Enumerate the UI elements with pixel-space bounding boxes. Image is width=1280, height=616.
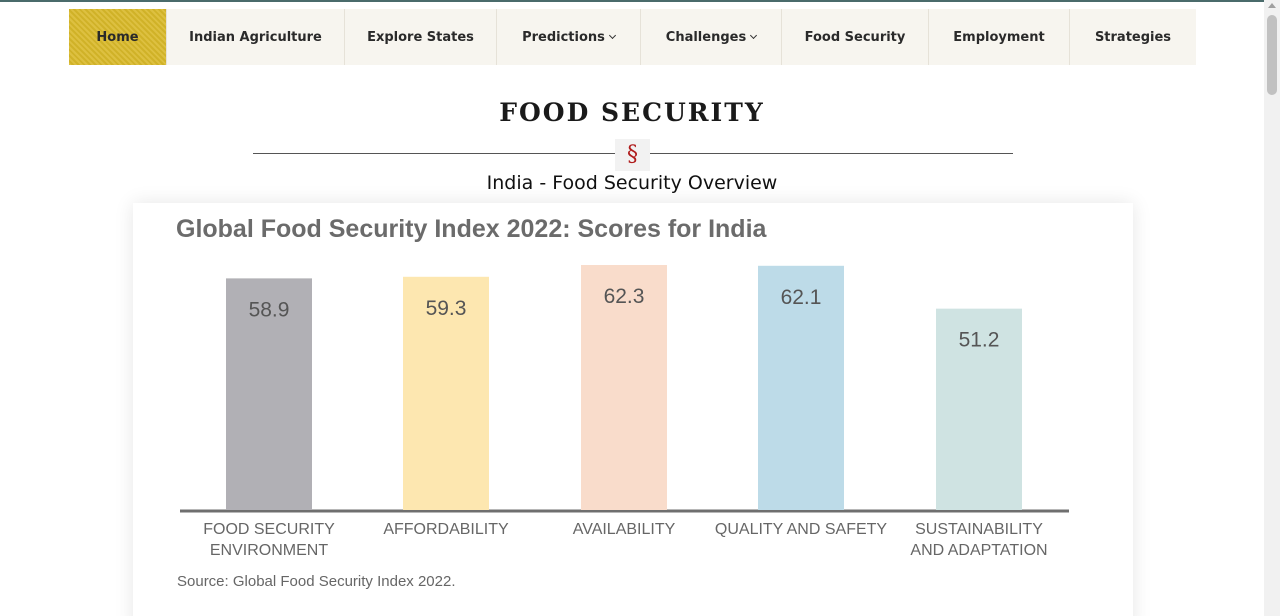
chart-category-label: AVAILABILITY — [573, 521, 676, 538]
chart-category-label: AND ADAPTATION — [910, 542, 1047, 559]
nav-employment[interactable]: Employment — [929, 9, 1070, 65]
nav-food-security-label: Food Security — [804, 29, 906, 45]
nav-indian-agriculture-label: Indian Agriculture — [189, 29, 322, 45]
nav-food-security[interactable]: Food Security — [782, 9, 929, 65]
nav-strategies-label: Strategies — [1094, 29, 1172, 45]
chart-category-label: QUALITY AND SAFETY — [715, 521, 888, 538]
page-title: FOOD SECURITY — [499, 98, 765, 127]
chart-source-note: Source: Global Food Security Index 2022. — [177, 573, 456, 590]
scroll-thumb[interactable] — [1267, 15, 1277, 95]
nav-home[interactable]: Home — [69, 9, 167, 65]
title-divider-left — [253, 153, 615, 154]
section-subtitle: India - Food Security Overview — [486, 172, 778, 194]
chart-value-label: 51.2 — [959, 329, 1000, 352]
chart-bar — [581, 265, 667, 510]
chart-title: Global Food Security Index 2022: Scores … — [176, 215, 768, 243]
nav-employment-label: Employment — [953, 29, 1045, 45]
chart-bar — [403, 276, 489, 510]
chart-value-label: 59.3 — [426, 297, 467, 320]
chevron-down-icon — [608, 31, 616, 39]
nav-predictions[interactable]: Predictions — [497, 9, 641, 65]
nav-explore-states-label: Explore States — [367, 29, 474, 45]
nav-challenges-label: Challenges — [665, 29, 747, 45]
chart-card: Global Food Security Index 2022: Scores … — [133, 203, 1133, 616]
chart-category-label: SUSTAINABILITY — [915, 521, 1043, 538]
nav-predictions-label: Predictions — [522, 29, 605, 45]
title-divider-right — [650, 153, 1013, 154]
chart-bar — [936, 308, 1022, 510]
chart-bar — [758, 265, 844, 510]
main-nav: Home Indian Agriculture Explore States P… — [69, 9, 1196, 65]
chart-value-label: 62.3 — [604, 285, 645, 308]
chart-value-label: 62.1 — [781, 286, 822, 309]
chart-value-label: 58.9 — [249, 298, 290, 321]
nav-explore-states[interactable]: Explore States — [345, 9, 497, 65]
chevron-down-icon — [750, 31, 758, 39]
page-scrollbar[interactable] — [1264, 0, 1280, 616]
section-mark: § — [615, 139, 650, 171]
chart-bar — [226, 278, 312, 510]
chart-category-label: FOOD SECURITY — [203, 521, 335, 538]
chart-category-label: AFFORDABILITY — [383, 521, 509, 538]
food-security-chart: Global Food Security Index 2022: Scores … — [176, 215, 1069, 590]
nav-challenges[interactable]: Challenges — [641, 9, 782, 65]
nav-indian-agriculture[interactable]: Indian Agriculture — [167, 9, 345, 65]
nav-home-label: Home — [96, 29, 139, 45]
top-accent-line — [0, 0, 1280, 2]
scroll-up-icon[interactable] — [1268, 3, 1276, 8]
nav-strategies[interactable]: Strategies — [1070, 9, 1196, 65]
chart-category-label: ENVIRONMENT — [210, 542, 328, 559]
